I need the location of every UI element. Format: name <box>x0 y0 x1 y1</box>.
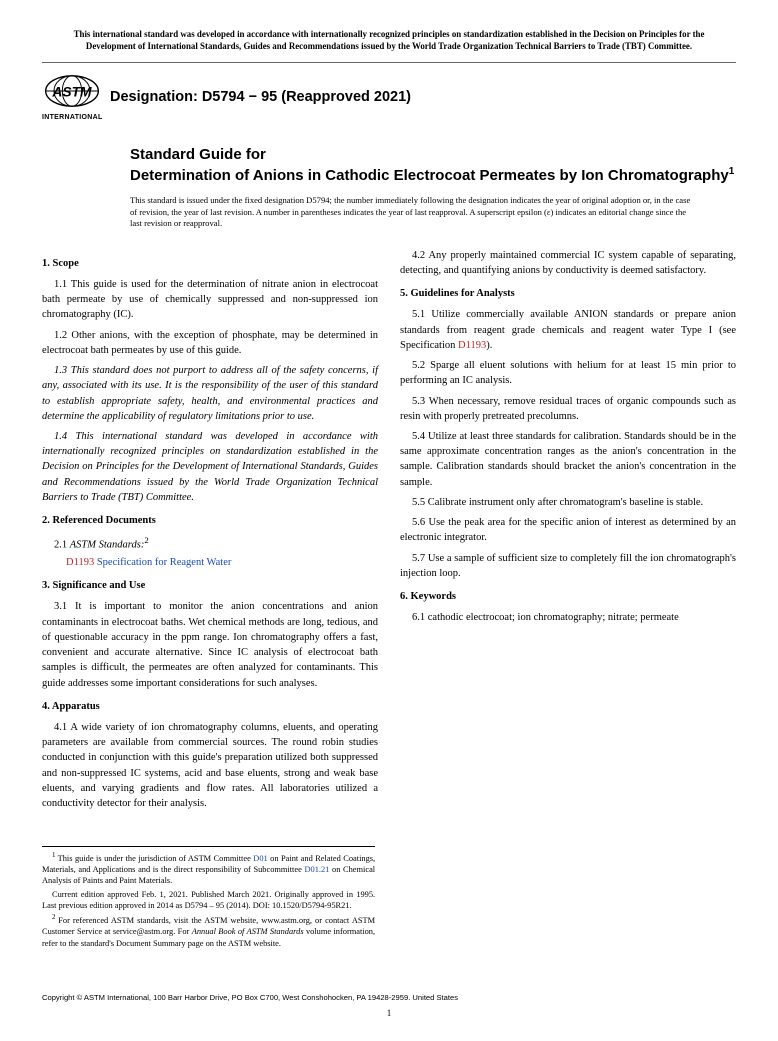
header-row: ASTM INTERNATIONAL Designation: D5794 − … <box>42 73 736 121</box>
para-5-1-b: ). <box>486 340 492 351</box>
footnote-1: 1 This guide is under the jurisdiction o… <box>42 851 375 887</box>
para-1-3: 1.3 This standard does not purport to ad… <box>42 363 378 424</box>
fn1-link1[interactable]: D01 <box>253 854 267 863</box>
astm-logo-text: INTERNATIONAL <box>42 114 102 121</box>
para-4-2: 4.2 Any properly maintained commercial I… <box>400 248 736 278</box>
title-sup: 1 <box>729 166 735 177</box>
designation: Designation: D5794 − 95 (Reapproved 2021… <box>110 89 411 105</box>
astm-logo: ASTM INTERNATIONAL <box>42 73 102 121</box>
para-5-6: 5.6 Use the peak area for the specific a… <box>400 515 736 545</box>
section-1-head: 1. Scope <box>42 256 378 271</box>
para-5-3: 5.3 When necessary, remove residual trac… <box>400 394 736 424</box>
para-4-1: 4.1 A wide variety of ion chromatography… <box>42 720 378 811</box>
copyright: Copyright © ASTM International, 100 Barr… <box>42 993 736 1002</box>
para-5-7: 5.7 Use a sample of sufficient size to c… <box>400 551 736 581</box>
ref-title: Specification for Reagent Water <box>94 557 231 568</box>
top-notice: This international standard was develope… <box>42 28 736 63</box>
section-4-head: 4. Apparatus <box>42 699 378 714</box>
para-1-4: 1.4 This international standard was deve… <box>42 429 378 505</box>
issued-note: This standard is issued under the fixed … <box>130 195 696 230</box>
footnotes: 1 This guide is under the jurisdiction o… <box>42 846 375 949</box>
footnote-2: 2 For referenced ASTM standards, visit t… <box>42 913 375 949</box>
para-5-5: 5.5 Calibrate instrument only after chro… <box>400 495 736 510</box>
para-3-1: 3.1 It is important to monitor the anion… <box>42 599 378 690</box>
para-2-1-label: ASTM Standards: <box>70 540 145 551</box>
para-2-1-prefix: 2.1 <box>54 540 70 551</box>
title-main: Determination of Anions in Cathodic Elec… <box>130 165 736 186</box>
fn1-link2[interactable]: D01.21 <box>304 865 329 874</box>
para-5-4: 5.4 Utilize at least three standards for… <box>400 429 736 490</box>
para-1-2: 1.2 Other anions, with the exception of … <box>42 328 378 358</box>
body-columns: 1. Scope 1.1 This guide is used for the … <box>42 248 736 838</box>
page: This international standard was develope… <box>0 0 778 1038</box>
page-number: 1 <box>42 1008 736 1018</box>
para-1-1: 1.1 This guide is used for the determina… <box>42 277 378 323</box>
svg-text:ASTM: ASTM <box>51 84 92 100</box>
para-5-2: 5.2 Sparge all eluent solutions with hel… <box>400 358 736 388</box>
section-6-head: 6. Keywords <box>400 589 736 604</box>
title-pre: Standard Guide for <box>130 145 736 165</box>
para-5-1-a: 5.1 Utilize commercially available ANION… <box>400 309 736 350</box>
ref-code: D1193 <box>66 557 94 568</box>
fn2-b: Annual Book of ASTM Standards <box>192 927 304 936</box>
ref-d1193[interactable]: D1193 Specification for Reagent Water <box>42 555 378 570</box>
para-5-1: 5.1 Utilize commercially available ANION… <box>400 307 736 353</box>
title-main-text: Determination of Anions in Cathodic Elec… <box>130 167 729 184</box>
astm-logo-icon: ASTM <box>44 73 100 109</box>
title-block: Standard Guide for Determination of Anio… <box>130 145 736 185</box>
section-2-head: 2. Referenced Documents <box>42 513 378 528</box>
fn1-a: This guide is under the jurisdiction of … <box>58 854 254 863</box>
para-6-1: 6.1 cathodic electrocoat; ion chromatogr… <box>400 610 736 625</box>
para-2-1: 2.1 ASTM Standards:2 <box>42 534 378 553</box>
section-3-head: 3. Significance and Use <box>42 578 378 593</box>
footnote-1b: Current edition approved Feb. 1, 2021. P… <box>42 889 375 912</box>
para-2-1-sup: 2 <box>144 535 148 545</box>
section-5-head: 5. Guidelines for Analysts <box>400 286 736 301</box>
para-5-1-link[interactable]: D1193 <box>458 340 486 351</box>
